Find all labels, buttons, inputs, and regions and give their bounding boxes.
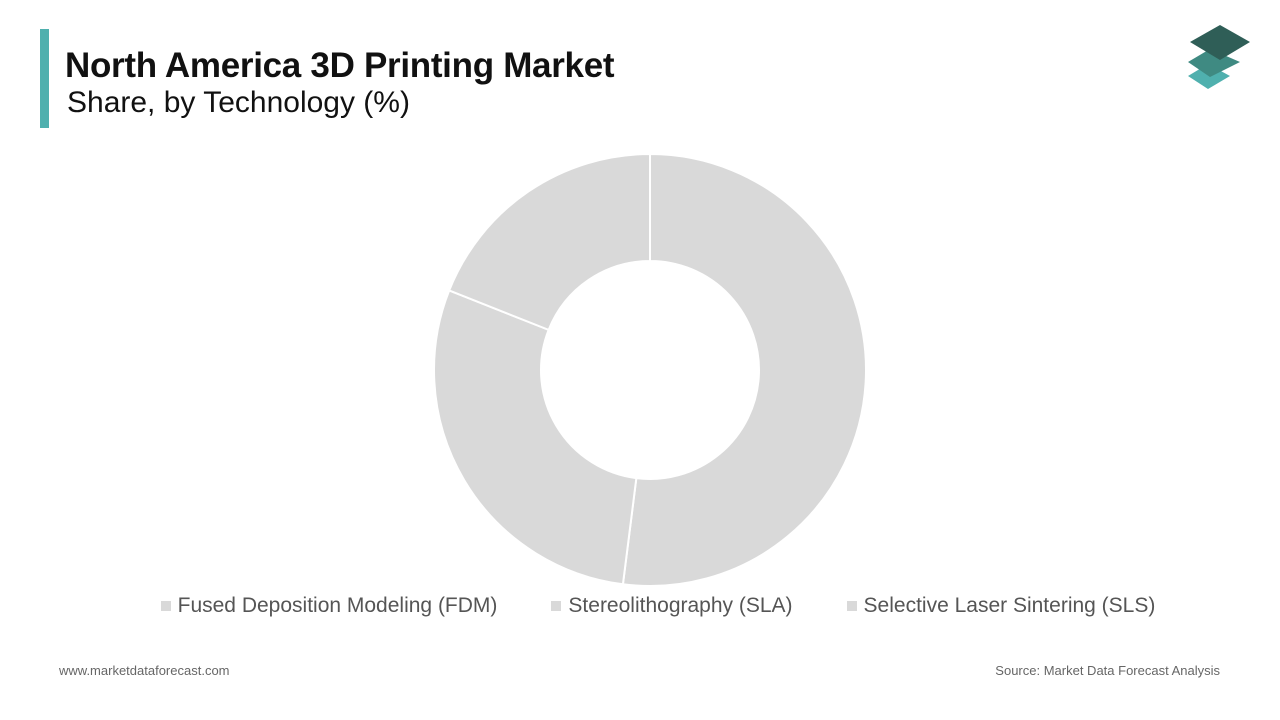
donut-slice xyxy=(433,289,638,586)
legend-item: Fused Deposition Modeling (FDM) xyxy=(160,594,498,618)
legend-label: Stereolithography (SLA) xyxy=(568,594,793,617)
legend: Fused Deposition Modeling (FDM) Stereolit… xyxy=(0,594,1280,618)
website: www.marketdataforecast.com xyxy=(59,663,230,678)
source: Source: Market Data Forecast Analysis xyxy=(995,663,1220,678)
donut-slice xyxy=(621,152,867,587)
chart-subtitle: Share, by Technology (%) xyxy=(67,86,410,119)
legend-item: Stereolithography (SLA) xyxy=(551,594,793,618)
chart xyxy=(433,25,1250,587)
legend-swatch xyxy=(160,601,171,611)
accent-bar xyxy=(40,29,49,128)
legend-swatch xyxy=(551,601,562,611)
legend-label: Selective Laser Sintering (SLS) xyxy=(863,594,1156,617)
legend-swatch xyxy=(846,601,857,611)
donut-slice xyxy=(447,152,651,332)
logo xyxy=(1188,25,1250,89)
chart-title: North America 3D Printing Market xyxy=(65,46,615,85)
legend-label: Fused Deposition Modeling (FDM) xyxy=(177,594,498,617)
legend-item: Selective Laser Sintering (SLS) xyxy=(846,594,1156,618)
